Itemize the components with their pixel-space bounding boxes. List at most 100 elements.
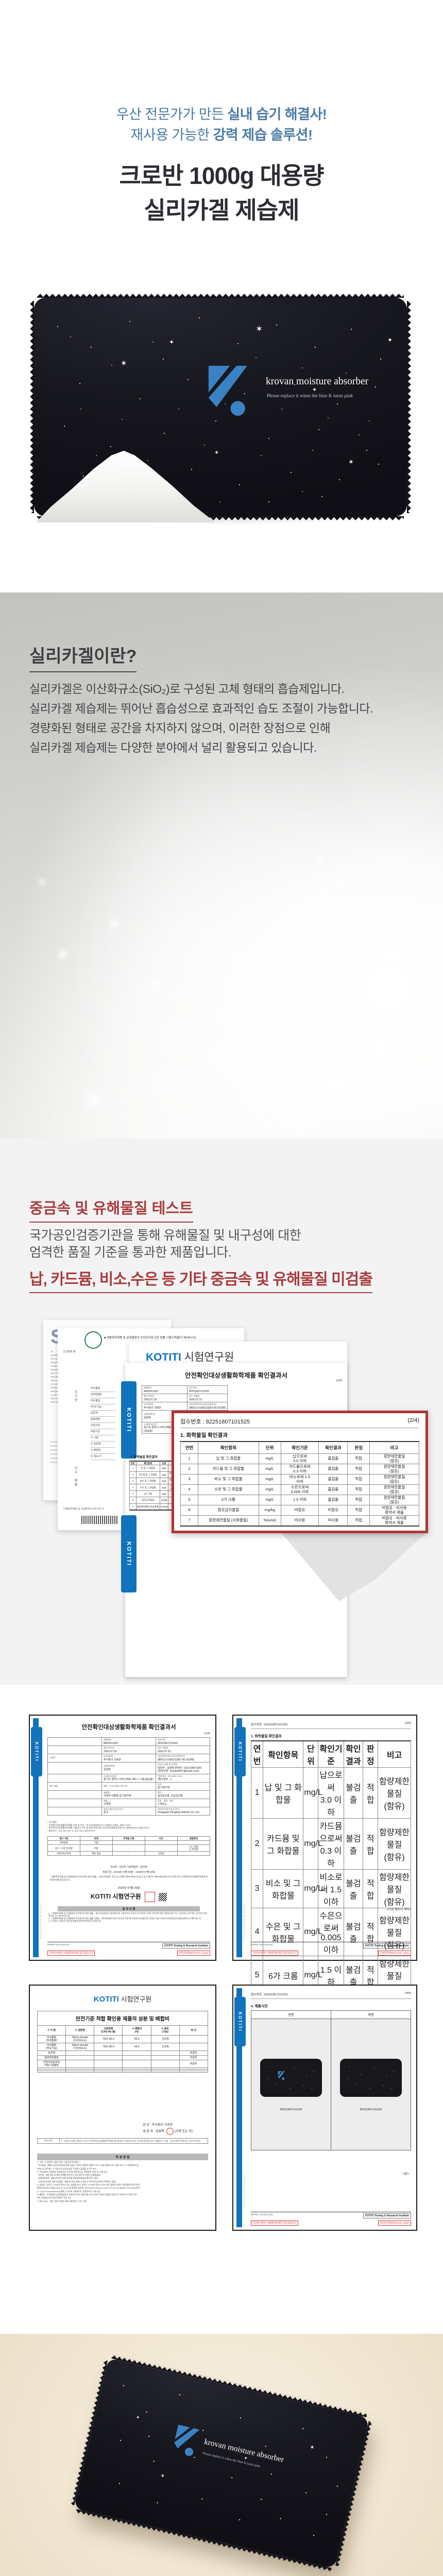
kotiti-logo-gray: 시험연구원: [181, 1351, 234, 1363]
zigzag-edge-top: [111, 2354, 367, 2417]
test-paragraph: 국가공인검증기관을 통해 유해물질 및 내구성에 대한 엄격한 품질 기준을 통…: [29, 1227, 301, 1261]
tagline-2-bold: 강력 제습 솔루션!: [213, 127, 313, 143]
doc3-seal-note: (서명 또는 인): [175, 2130, 193, 2133]
kotiti-blue-bar: [33, 1718, 39, 1957]
star-icon: ✦: [312, 387, 317, 393]
doc-code: OPPNF-23-01(rev.02): [251, 1943, 273, 1946]
krovan-logo-icon: [278, 2071, 285, 2080]
test-heading: 중금속 및 유해물질 테스트: [29, 1196, 193, 1223]
doc1-method-notes: • 검사방법 - 안전확인대상생활화학제품 지정 및 안전ㆍ표시기준(환경부고시 …: [47, 1821, 149, 1832]
photo-caption: 82251807101525: [360, 2108, 382, 2111]
red-seal-icon: [144, 1892, 155, 1902]
star-icon: ✦: [169, 338, 175, 346]
doc4-end-mark: <끝>: [402, 2173, 409, 2176]
tagline-1-regular: 우산 전문가가 만든: [116, 107, 228, 122]
electronic-copy-stamp: 전자문서본은 시험결과에 대한 참고용입니다: [251, 2221, 299, 2226]
result-doc-title: 안전확인대상생활화학제품 확인결과서: [185, 1372, 287, 1379]
doc4-receipt: 접수번호 : 82251807101525: [251, 1993, 288, 1996]
krovan-logo-icon: [208, 366, 247, 416]
chem-result-zoom-panel: 접수번호 : 82251807101525 (2/4) 1. 화학물질 확인결과…: [172, 1411, 428, 1533]
doc4-footer: OPPNF-23-01(rev.02) KOTITI Testing & Res…: [251, 2212, 411, 2218]
red-seal-icon: [166, 2128, 174, 2135]
hero-tagline-1: 우산 전문가가 만든 실내 습기 해결사!: [0, 103, 443, 123]
about-heading: 실리카겔이란?: [29, 642, 137, 672]
zigzag-edge-left: [30, 301, 34, 513]
doc3-title: 안전기준 적합 확인용 제품의 성분 및 배합비: [37, 2011, 208, 2025]
doc1-issuer: KOTITI 시험연구원: [47, 1892, 210, 1902]
doc3-kotiti-logo: KOTITI 시험연구원: [37, 1994, 208, 2004]
doc1-signers: 작성자 : 김민지 기술책임자 : 임인경: [110, 1866, 147, 1869]
photo-back-label: 후면: [331, 2010, 411, 2019]
institute-label: KOTITI Testing & Research Institute: [363, 1943, 411, 1948]
electronic-copy-stamp-en: 전자문서본(Electronic Copy): [378, 1951, 411, 1956]
doc1-validity: 유효기간 : 2025년 07월 29일 ~ 2028년 07월 28일: [103, 1871, 155, 1874]
doc1-page-no: (1/4): [204, 1732, 210, 1735]
kotiti-logo-blue: KOTITI: [146, 1351, 181, 1363]
zoom-panel-header: 접수번호 : 82251807101525 (2/4): [180, 1416, 419, 1428]
doc1-statement: 「생활화학제품 및 살생물제의 안전관리에 관한 법률」 제10조제1항, 같은…: [49, 1875, 208, 1881]
certificate-doc-1: KOTITI Global Business Partner 안전확인대상생활화…: [29, 1715, 216, 1961]
side-text: Global Business Partner: [243, 1905, 246, 1939]
star-dots: [108, 2358, 109, 2359]
test-paragraph-line-2: 엄격한 품질 기준을 통과한 제품입니다.: [29, 1245, 232, 1260]
star-icon: ✶: [214, 450, 219, 456]
kotiti-side-tab: KOTITI: [121, 1515, 137, 1592]
kotiti-side-tab: KOTITI: [234, 1997, 246, 2046]
doc2-continue: <다음 페이지 계속>: [386, 1908, 411, 1911]
green-approval-stamp-icon: [84, 1331, 102, 1349]
star-icon: ✶: [309, 2444, 315, 2451]
doc4-stamps: 전자문서본은 시험결과에 대한 참고용입니다 전자문서본(Electronic …: [251, 2221, 411, 2226]
doc2-receipt: 접수번호 : 82251807101525: [251, 1723, 288, 1726]
kotiti-logo-blue: KOTITI: [93, 1995, 119, 2004]
tagline-1-bold: 실내 습기 해결사!: [227, 107, 327, 122]
photo-back-cell: 82251807101525: [331, 2019, 411, 2150]
about-section: 실리카겔이란? 실리카겔은 이산화규소(SiO₂)로 구성된 고체 형태의 흡습…: [0, 592, 443, 1139]
photo-front-cell: 82251807101525: [251, 2019, 331, 2150]
form-report-no: 신고번호 제: [63, 1350, 76, 1353]
tagline-2-regular: 재사용 가능한: [130, 127, 213, 143]
doc3-ceo: 대 표 자 : 김원택: [143, 2130, 164, 2133]
zigzag-edge-right: [407, 301, 411, 513]
zigzag-edge-left: [71, 2360, 108, 2505]
receipt-number: 접수번호 : 82251807101525: [180, 1419, 250, 1425]
krovan-logo-icon: [174, 2425, 200, 2456]
zoom-panel-page-no: (2/4): [407, 1417, 419, 1423]
pouch-brand-subtext: Please replace it when the blue K turns …: [267, 394, 353, 399]
doc3-ceo-row: 대 표 자 : 김원택 (서명 또는 인): [143, 2128, 193, 2135]
chem-section-title: 1. 화학물질 확인결과: [180, 1432, 228, 1438]
doc1-title: 안전확인대상생활화학제품 확인결과서: [81, 1724, 176, 1731]
kotiti-blue-bar: [236, 1988, 242, 2227]
chem-result-table: 연번 확인항목 단위 확인기준 확인결과 판정 비고 1 납 및 그 화합물 mg/L 납으로써 3…: [180, 1441, 419, 1527]
silica-bead-blobs: [0, 592, 2, 595]
doc2-footer: OPPNF-23-01(rev.02) KOTITI Testing & Res…: [251, 1942, 411, 1948]
side-text: Global Business Partner: [40, 1905, 42, 1939]
doc1-stamps: 전자문서본은 시험결과에 대한 참고용입니다 전자문서본(Electronic …: [47, 1951, 210, 1956]
doc3-howto-title: 작 성 방 법: [37, 2154, 208, 2160]
doc3-company: 상 호 : 주식회사 크로반: [143, 2124, 173, 2127]
doc4-page-no: (4/4): [405, 1992, 411, 1995]
electronic-copy-stamp-en: 전자문서본(Electronic Copy): [177, 1951, 210, 1956]
issuer-name: KOTITI 시험연구원: [90, 1893, 141, 1901]
kotiti-side-tab: KOTITI: [121, 1381, 137, 1459]
zigzag-edge-bottom: [37, 516, 404, 520]
photo-front-label: 전면: [251, 2010, 331, 2019]
institute-label: KOTITI Testing & Research Institute: [363, 2213, 411, 2218]
doc2-section-title: 1. 화학물질 확인결과: [251, 1735, 282, 1738]
form-row-labels: 주요물질 (최대함량) 주요물질 (주요기능) 보존제 함량제한 어린이보 적용기준 ① 구분 ②…: [91, 1386, 115, 1460]
doc2-page-no: (2/4): [405, 1722, 411, 1725]
lifestyle-photo-section: ✶ ✦ ✶ ✦ krovan moisture absorber Please …: [0, 2334, 443, 2576]
electronic-copy-stamp-en: 전자문서본(Electronic Copy): [378, 2221, 411, 2226]
star-dots-faint: [34, 298, 35, 299]
doc-code: OPPNF-23-01(rev.02): [47, 1943, 70, 1946]
test-section: 중금속 및 유해물질 테스트 국가공인검증기관을 통해 유해물질 및 내구성에 …: [0, 1139, 443, 1685]
kotiti-side-tab: KOTITI: [234, 1727, 246, 1776]
test-highlight: 납, 카드뮴, 비소,수은 등 기타 중금속 및 유해물질 미검출: [29, 1266, 373, 1293]
kotiti-logo-gray: 시험연구원: [118, 1995, 152, 2003]
zigzag-edge-top: [37, 294, 404, 298]
result-doc-page-no: (1/4): [336, 1379, 342, 1382]
qr-code-icon: [159, 1893, 167, 1901]
star-icon: ✶: [348, 458, 354, 466]
electronic-copy-stamp: 전자문서본은 시험결과에 대한 참고용입니다: [47, 1951, 95, 1956]
